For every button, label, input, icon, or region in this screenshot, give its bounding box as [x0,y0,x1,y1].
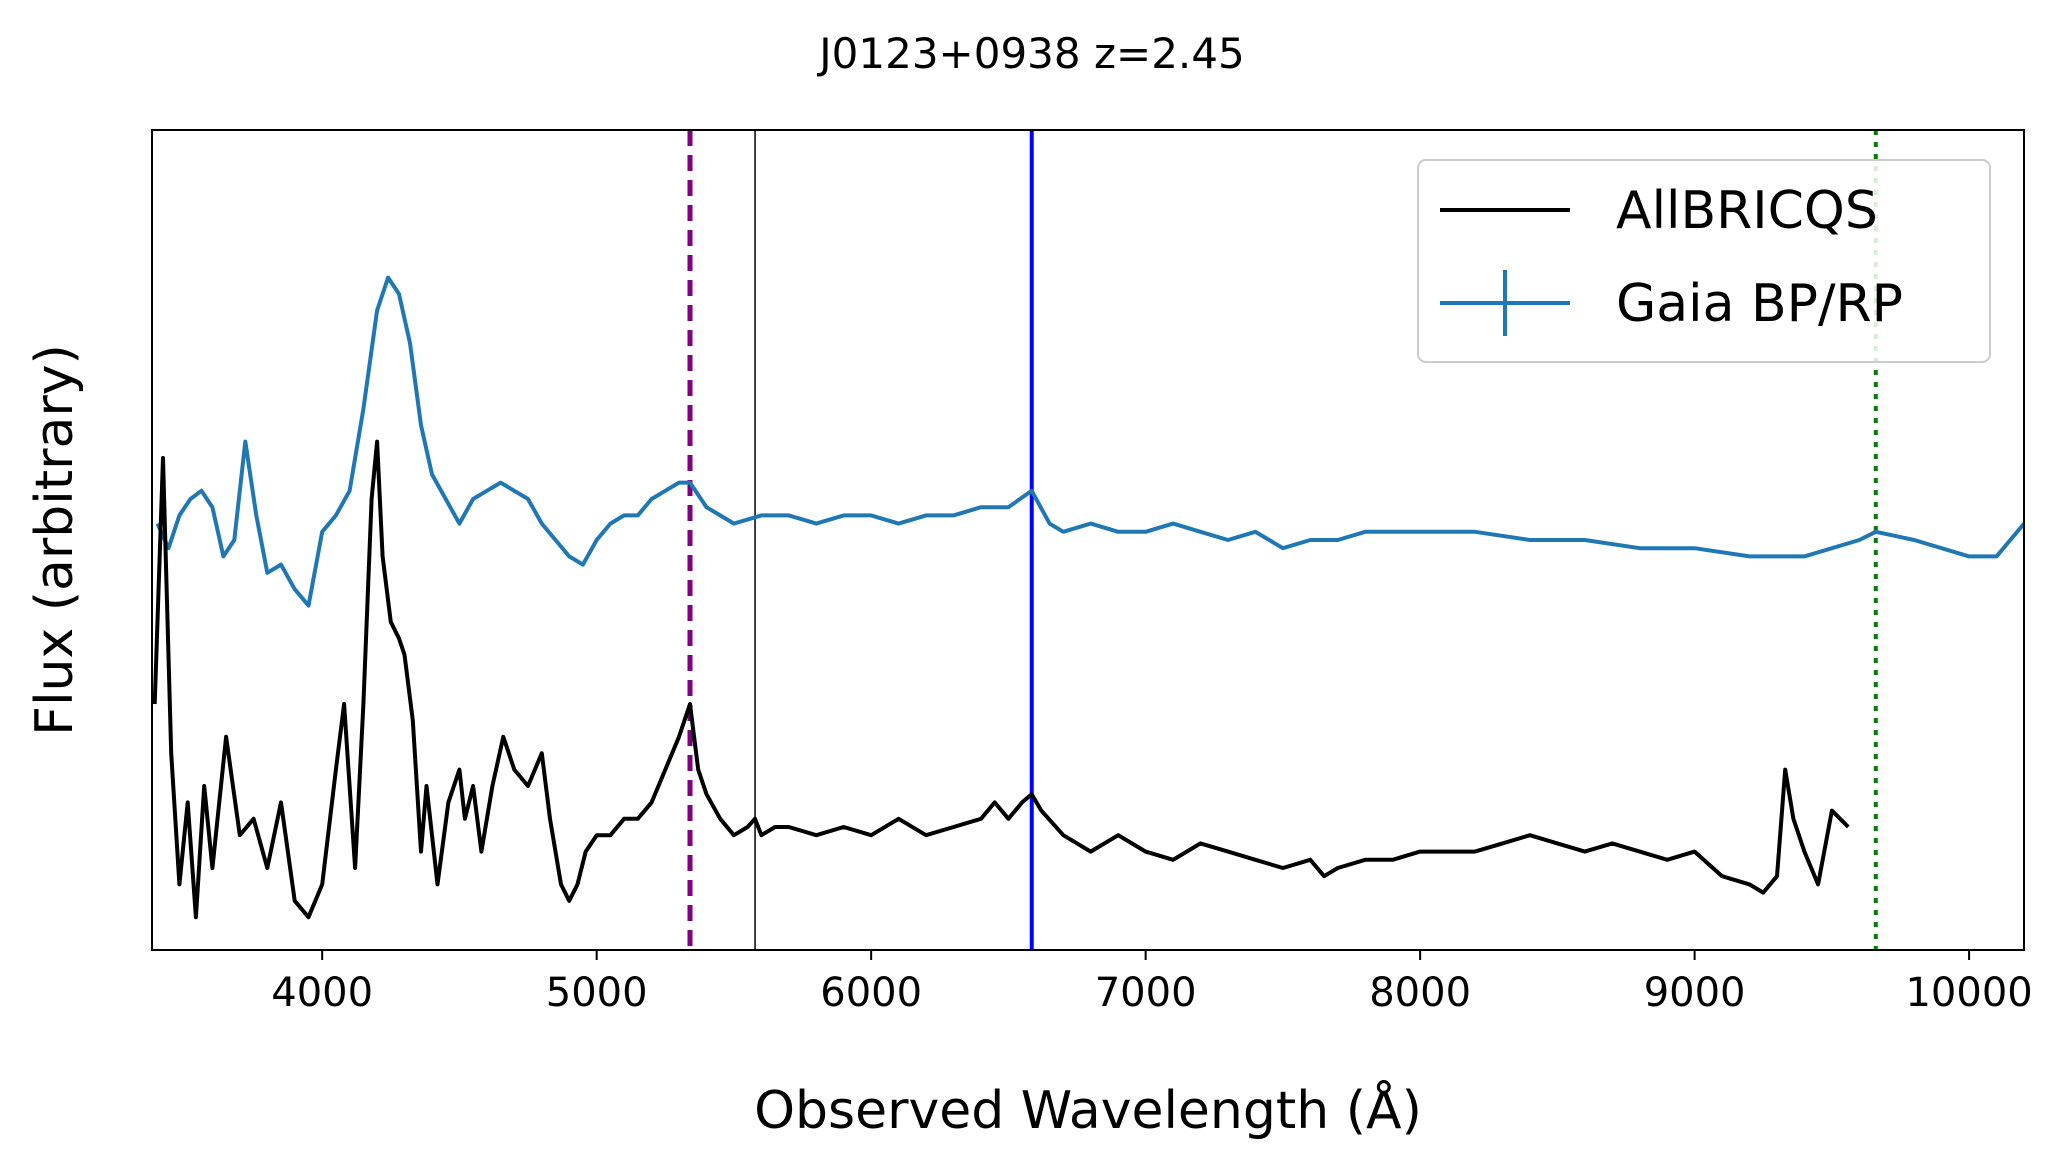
x-tick-label: 7000 [1095,970,1197,1016]
chart-title: J0123+0938 z=2.45 [816,29,1244,78]
x-tick-label: 8000 [1369,970,1471,1016]
legend-label-gaia: Gaia BP/RP [1616,274,1903,334]
series-line-allbricqs [152,439,1850,920]
legend: AllBRICQS Gaia BP/RP [1417,159,1991,363]
series-line-gaia-bp-rp [155,275,2024,608]
x-tick-label: 5000 [546,970,648,1016]
y-axis-label: Flux (arbitrary) [25,344,85,736]
x-axis-label: Observed Wavelength (Å) [754,1079,1422,1141]
x-tick-label: 10000 [1905,970,2032,1016]
x-tick-label: 9000 [1644,970,1746,1016]
legend-label-allbricqs: AllBRICQS [1616,181,1878,241]
x-axis: 4000 5000 6000 7000 8000 9000 10000 [271,950,2033,1016]
x-tick-label: 4000 [271,970,373,1016]
plot-frame [151,129,2025,951]
x-tick-label: 6000 [820,970,922,1016]
series-layer [152,275,2024,920]
